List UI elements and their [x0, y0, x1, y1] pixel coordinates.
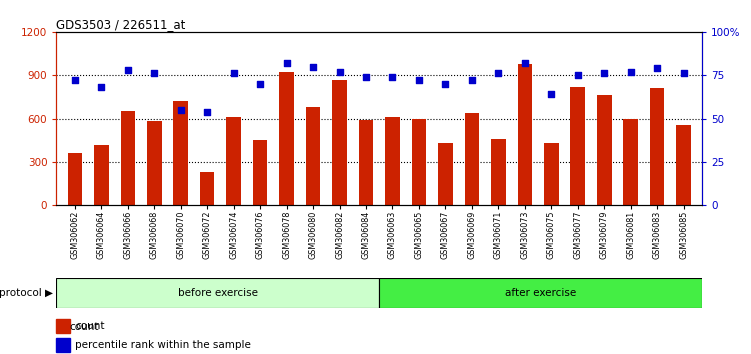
- Bar: [385, 117, 400, 205]
- Point: [439, 81, 451, 87]
- Text: after exercise: after exercise: [505, 288, 576, 298]
- Point: [413, 78, 425, 83]
- Point: [148, 71, 160, 76]
- Point: [228, 71, 240, 76]
- Bar: [517, 64, 532, 205]
- Point: [387, 74, 399, 80]
- Point: [625, 69, 637, 75]
- Point: [69, 78, 81, 83]
- Bar: [571, 87, 585, 205]
- Bar: [226, 117, 241, 205]
- Point: [599, 71, 611, 76]
- Text: protocol ▶: protocol ▶: [0, 288, 53, 298]
- Bar: [597, 96, 611, 205]
- Point: [175, 107, 187, 113]
- Bar: [200, 172, 215, 205]
- Point: [677, 71, 689, 76]
- Bar: [438, 143, 453, 205]
- Point: [519, 60, 531, 66]
- Bar: [623, 119, 638, 205]
- Bar: [56, 319, 70, 333]
- Point: [307, 64, 319, 69]
- Bar: [147, 121, 161, 205]
- Bar: [56, 338, 70, 352]
- Point: [201, 109, 213, 114]
- Point: [493, 71, 505, 76]
- Bar: [412, 119, 427, 205]
- Bar: [68, 153, 82, 205]
- Text: count: count: [70, 322, 99, 332]
- Point: [95, 85, 107, 90]
- Point: [281, 60, 293, 66]
- Bar: [279, 72, 294, 205]
- Bar: [332, 80, 347, 205]
- Bar: [173, 101, 188, 205]
- Bar: [94, 144, 109, 205]
- Point: [254, 81, 266, 87]
- Bar: [650, 88, 665, 205]
- Bar: [677, 125, 691, 205]
- Bar: [491, 139, 505, 205]
- Bar: [465, 113, 479, 205]
- Point: [651, 65, 663, 71]
- Text: GDS3503 / 226511_at: GDS3503 / 226511_at: [56, 18, 185, 31]
- Bar: [120, 112, 135, 205]
- Bar: [56, 278, 379, 308]
- Text: before exercise: before exercise: [178, 288, 258, 298]
- Point: [360, 74, 372, 80]
- Point: [545, 91, 557, 97]
- Bar: [544, 143, 559, 205]
- Bar: [379, 278, 702, 308]
- Bar: [253, 140, 267, 205]
- Point: [122, 67, 134, 73]
- Bar: [359, 120, 373, 205]
- Point: [572, 73, 584, 78]
- Point: [466, 78, 478, 83]
- Point: [333, 69, 345, 75]
- Bar: [306, 107, 321, 205]
- Text: percentile rank within the sample: percentile rank within the sample: [75, 341, 251, 350]
- Text: count: count: [75, 321, 104, 331]
